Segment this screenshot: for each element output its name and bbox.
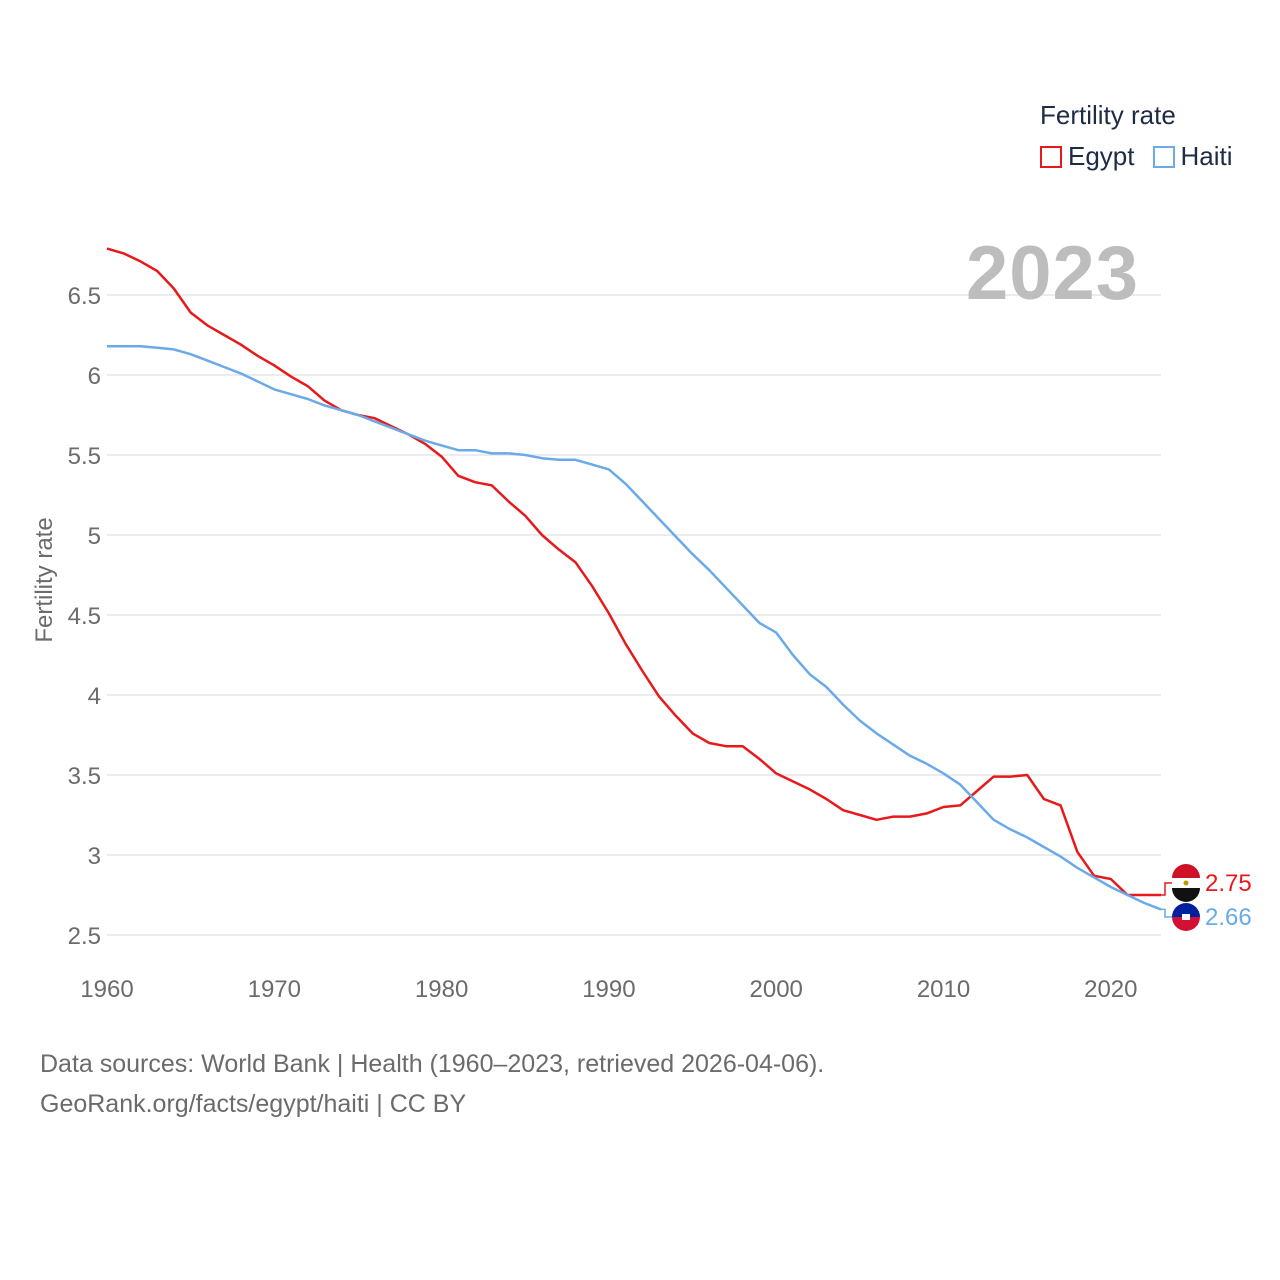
- y-tick-label: 3.5: [68, 763, 101, 790]
- legend-label-haiti: Haiti: [1180, 141, 1233, 171]
- end-label-haiti: 2.66: [1205, 904, 1252, 931]
- y-axis-label: Fertility rate: [31, 517, 58, 642]
- flag-haiti-emblem: [1182, 914, 1190, 920]
- end-labels: 2.75 2.66: [1161, 864, 1252, 931]
- y-tick-label: 3: [88, 843, 101, 870]
- legend: Fertility rate Egypt Haiti: [1040, 100, 1251, 172]
- end-label-egypt: 2.75: [1205, 870, 1252, 897]
- series-line-egypt: [106, 247, 1161, 897]
- source-line-1: Data sources: World Bank | Health (1960–…: [40, 1050, 825, 1078]
- y-tick-label: 6: [88, 363, 101, 390]
- connector-egypt: [1161, 882, 1172, 896]
- y-tick-label: 4.5: [68, 603, 101, 630]
- x-axis-ticks: 1960 1970 1980 1990 2000 2010 2020: [80, 976, 1137, 1003]
- x-tick-label: 2000: [750, 976, 803, 1003]
- data-source: Data sources: World Bank | Health (1960–…: [40, 1044, 824, 1124]
- x-tick-label: 1980: [415, 976, 468, 1003]
- flag-haiti-icon: [1172, 903, 1200, 931]
- gridlines: [107, 294, 1161, 936]
- y-tick-label: 5: [88, 523, 101, 550]
- flag-haiti-red: [1172, 917, 1200, 931]
- series-line-haiti: [107, 344, 1162, 911]
- year-label: 2023: [966, 231, 1140, 316]
- y-tick-label: 4: [88, 683, 101, 710]
- source-line-2[interactable]: GeoRank.org/facts/egypt/haiti | CC BY: [40, 1090, 467, 1118]
- y-tick-label: 6.5: [68, 283, 101, 310]
- connector-haiti: [1161, 908, 1172, 918]
- x-tick-label: 1970: [248, 976, 301, 1003]
- legend-swatch-egypt: [1040, 145, 1062, 168]
- flag-egypt-eagle: [1183, 880, 1189, 886]
- y-tick-label: 5.5: [68, 443, 101, 470]
- series-lines: [106, 247, 1162, 911]
- y-tick-label: 2.5: [68, 923, 101, 950]
- x-tick-label: 2020: [1084, 976, 1137, 1003]
- y-axis-ticks: 2.5 3 3.5 4 4.5 5 5.5 6 6.5: [68, 283, 101, 950]
- flag-haiti-blue: [1172, 903, 1200, 917]
- flag-egypt-icon: [1172, 864, 1200, 902]
- x-tick-label: 2010: [917, 976, 970, 1003]
- legend-item-haiti[interactable]: Haiti: [1152, 141, 1233, 172]
- legend-item-egypt[interactable]: Egypt: [1040, 141, 1135, 172]
- legend-swatch-haiti: [1152, 145, 1175, 168]
- x-tick-label: 1960: [80, 976, 133, 1003]
- flag-egypt-red: [1172, 864, 1200, 878]
- legend-title: Fertility rate: [1040, 100, 1176, 130]
- flag-egypt-black: [1172, 888, 1200, 902]
- legend-label-egypt: Egypt: [1068, 141, 1135, 171]
- x-tick-label: 1990: [582, 976, 635, 1003]
